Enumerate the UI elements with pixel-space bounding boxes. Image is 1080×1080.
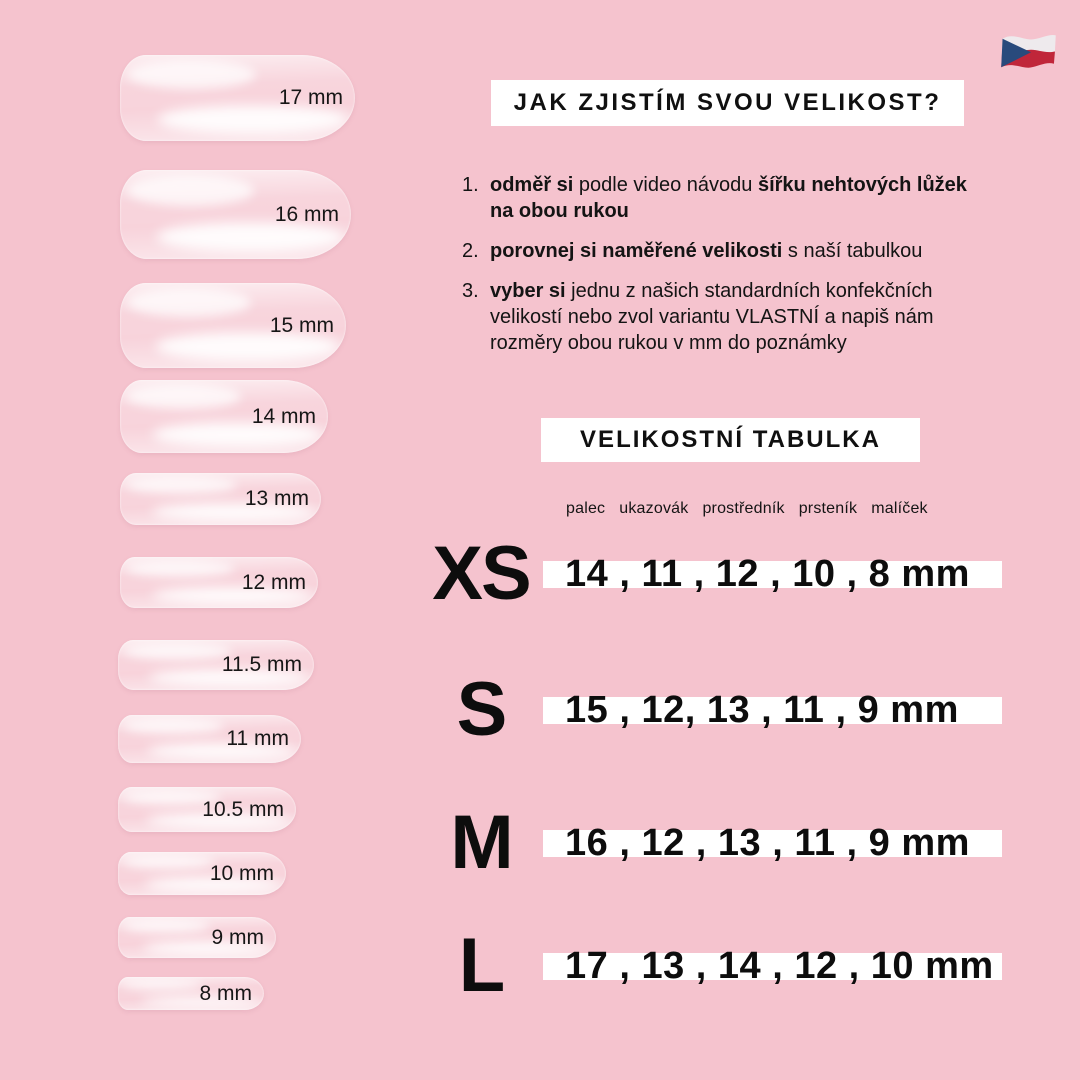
- size-label-xs: XS: [432, 531, 531, 616]
- instruction-text: šířku nehtových lůžek: [757, 174, 967, 196]
- nail-size-label: 15 mm: [269, 313, 334, 337]
- size-label-m: M: [450, 800, 513, 885]
- instructions-list: 1. odměř si podle video návodu šířku neht…: [462, 172, 1022, 370]
- instruction-text: odměř si: [490, 174, 579, 196]
- instruction-text: porovnej si naměřené velikosti: [490, 240, 783, 262]
- size-values-band-m: 16 , 12 , 13 , 11 , 9 mm: [543, 822, 1002, 864]
- nail-tip: 11 mm: [118, 715, 301, 763]
- title-banner: JAK ZJISTÍM SVOU VELIKOST?: [491, 80, 964, 126]
- instruction-number: 1.: [462, 174, 479, 196]
- size-table-heading-banner: VELIKOSTNÍ TABULKA: [541, 418, 920, 462]
- size-values-band-s: 15 , 12, 13 , 11 , 9 mm: [543, 689, 1002, 731]
- nail-tip: 14 mm: [120, 380, 328, 453]
- nail-tip: 8 mm: [118, 977, 264, 1010]
- instruction-item: 1. odměř si podle video návodu šířku neht…: [462, 172, 1022, 224]
- size-label-l: L: [458, 923, 505, 1008]
- nail-tip: 17 mm: [120, 55, 355, 141]
- instruction-text: jednu z našich standardních konfekčních: [571, 280, 933, 302]
- nail-size-label: 17 mm: [278, 86, 343, 109]
- nail-tip: 9 mm: [118, 917, 276, 958]
- nail-size-label: 16 mm: [274, 202, 339, 226]
- nail-size-label: 11.5 mm: [221, 653, 302, 676]
- instruction-text: na obou rukou: [490, 200, 629, 222]
- nail-size-label: 8 mm: [199, 981, 253, 1005]
- finger-header-2: ukazovák: [619, 500, 689, 517]
- size-label-s: S: [456, 667, 508, 752]
- czech-flag-icon: [1001, 35, 1056, 68]
- nail-size-label: 10.5 mm: [202, 797, 284, 821]
- size-values-band-l: 17 , 13 , 14 , 12 , 10 mm: [543, 945, 1002, 987]
- finger-header-5: malíček: [871, 500, 928, 517]
- instruction-text: velikostí nebo zvol variantu VLASTNÍ a n…: [490, 306, 934, 328]
- nail-size-label: 13 mm: [244, 487, 309, 510]
- nail-tip: 12 mm: [120, 557, 318, 608]
- nail-tip: 15 mm: [120, 283, 346, 368]
- page-title: JAK ZJISTÍM SVOU VELIKOST?: [513, 89, 942, 116]
- nail-tip: 10 mm: [118, 852, 286, 895]
- finger-header-1: palec: [566, 500, 606, 517]
- instruction-number: 2.: [462, 240, 479, 262]
- finger-header-3: prostředník: [702, 500, 785, 517]
- nail-size-label: 10 mm: [209, 861, 274, 885]
- nail-size-label: 12 mm: [241, 570, 306, 594]
- instruction-item: 3. vyber si jednu z našich standardních k…: [462, 278, 1022, 356]
- nail-size-label: 14 mm: [251, 404, 316, 428]
- size-values-xs: 14 , 11 , 12 , 10 , 8 mm: [565, 553, 970, 595]
- nail-size-label: 11 mm: [226, 727, 289, 750]
- instruction-text: vyber si: [490, 280, 572, 302]
- nail-tip: 10.5 mm: [118, 787, 296, 832]
- size-values-band-xs: 14 , 11 , 12 , 10 , 8 mm: [543, 553, 1002, 595]
- nail-size-label: 9 mm: [211, 925, 265, 949]
- instruction-text: podle video návodu: [578, 174, 758, 196]
- nail-tip: 16 mm: [120, 170, 351, 259]
- instruction-text: s naší tabulkou: [782, 240, 923, 262]
- flag-blue-triangle: [1001, 38, 1032, 68]
- instruction-item: 2. porovnej si naměřené velikosti s naší …: [462, 238, 1022, 264]
- finger-header-4: prsteník: [798, 500, 858, 517]
- size-table-heading: VELIKOSTNÍ TABULKA: [580, 426, 881, 453]
- nail-tip: 13 mm: [120, 473, 321, 525]
- instruction-text: rozměry obou rukou v mm do poznámky: [490, 332, 847, 354]
- nail-tip: 11.5 mm: [118, 640, 314, 690]
- finger-column-headers: palec ukazovák prostředník prsteník malíček: [566, 500, 928, 518]
- instruction-number: 3.: [462, 280, 479, 302]
- size-values-l: 17 , 13 , 14 , 12 , 10 mm: [565, 945, 994, 987]
- size-values-s: 15 , 12, 13 , 11 , 9 mm: [565, 689, 959, 731]
- size-values-m: 16 , 12 , 13 , 11 , 9 mm: [565, 822, 970, 864]
